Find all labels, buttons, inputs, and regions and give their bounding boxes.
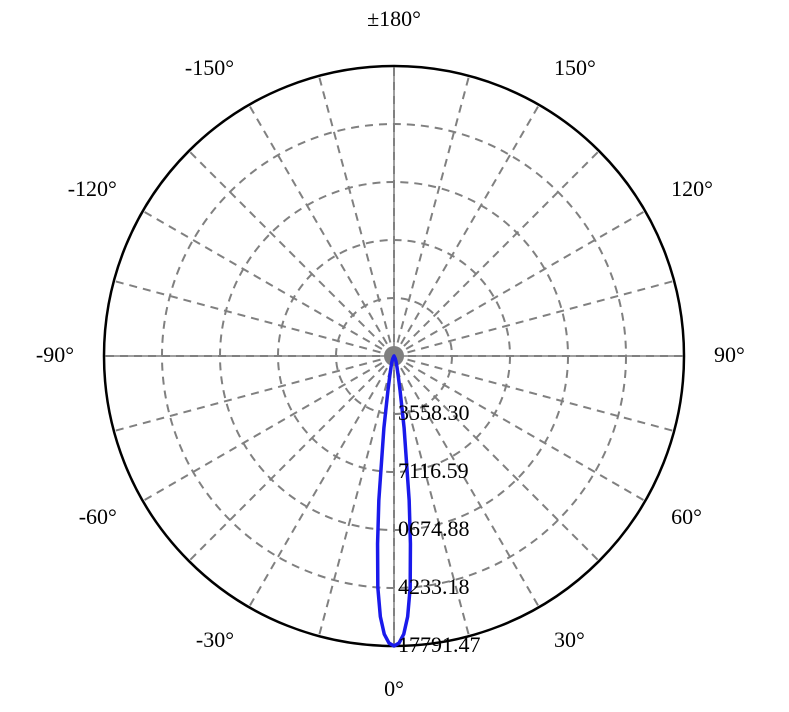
grid-spoke [114,281,394,356]
grid-spoke [249,356,394,607]
angle-label: -60° [79,504,117,529]
radial-label: 17791.47 [398,632,481,657]
grid-spoke [319,356,394,636]
grid-spoke [114,356,394,431]
radial-label: 4233.18 [398,574,470,599]
grid-spoke [394,211,645,356]
grid-spoke [189,356,394,561]
angle-label: -90° [36,342,74,367]
grid-spoke [249,105,394,356]
grid-spoke [394,281,674,356]
grid-spoke [143,211,394,356]
polar-chart: 0° 30° 60° 90° 120° 150° ±180° -150° -120° -90° -6… [0,0,789,712]
grid-spoke [394,76,469,356]
angle-label: -150° [185,55,234,80]
angle-label: 0° [384,676,404,701]
angle-label: 60° [671,504,702,529]
angle-label: 30° [554,627,585,652]
grid-spoke [189,151,394,356]
radial-label: 3558.30 [398,400,470,425]
angle-label: 90° [714,342,745,367]
grid-spoke [319,76,394,356]
radial-label: 0674.88 [398,516,470,541]
angle-label: ±180° [367,6,421,31]
angle-label: 150° [554,55,596,80]
angle-label: 120° [671,176,713,201]
grid-spoke [143,356,394,501]
angle-label: -120° [68,176,117,201]
angle-label: -30° [196,627,234,652]
grid-spoke [394,105,539,356]
radial-label: 7116.59 [398,458,469,483]
grid-spoke [394,151,599,356]
